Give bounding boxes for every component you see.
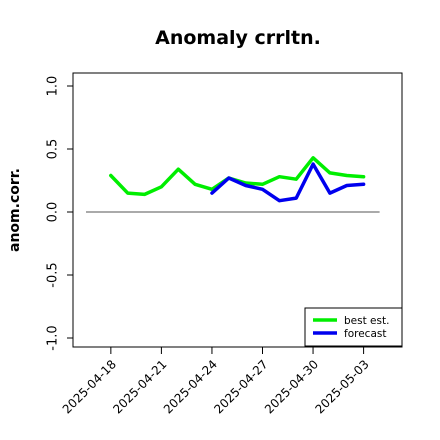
legend-box <box>304 307 403 347</box>
y-tick-label: 0.5 <box>46 139 61 160</box>
y-tick-label: 0.0 <box>46 202 61 223</box>
legend-label: best est. <box>344 315 389 327</box>
y-tick-label: 1.0 <box>46 76 61 97</box>
x-tick-label: 2025-05-03 <box>313 357 372 416</box>
chart-title: Anomaly crrltn. <box>155 27 321 49</box>
legend-label: forecast <box>344 328 386 340</box>
plot-frame <box>72 72 403 348</box>
y-tick-label: -1.0 <box>46 325 61 350</box>
y-axis-label: anom.corr. <box>7 168 23 252</box>
y-tick-label: -0.5 <box>46 262 61 287</box>
legend: best est.forecast <box>304 307 403 347</box>
series-line-forecast <box>210 162 366 203</box>
